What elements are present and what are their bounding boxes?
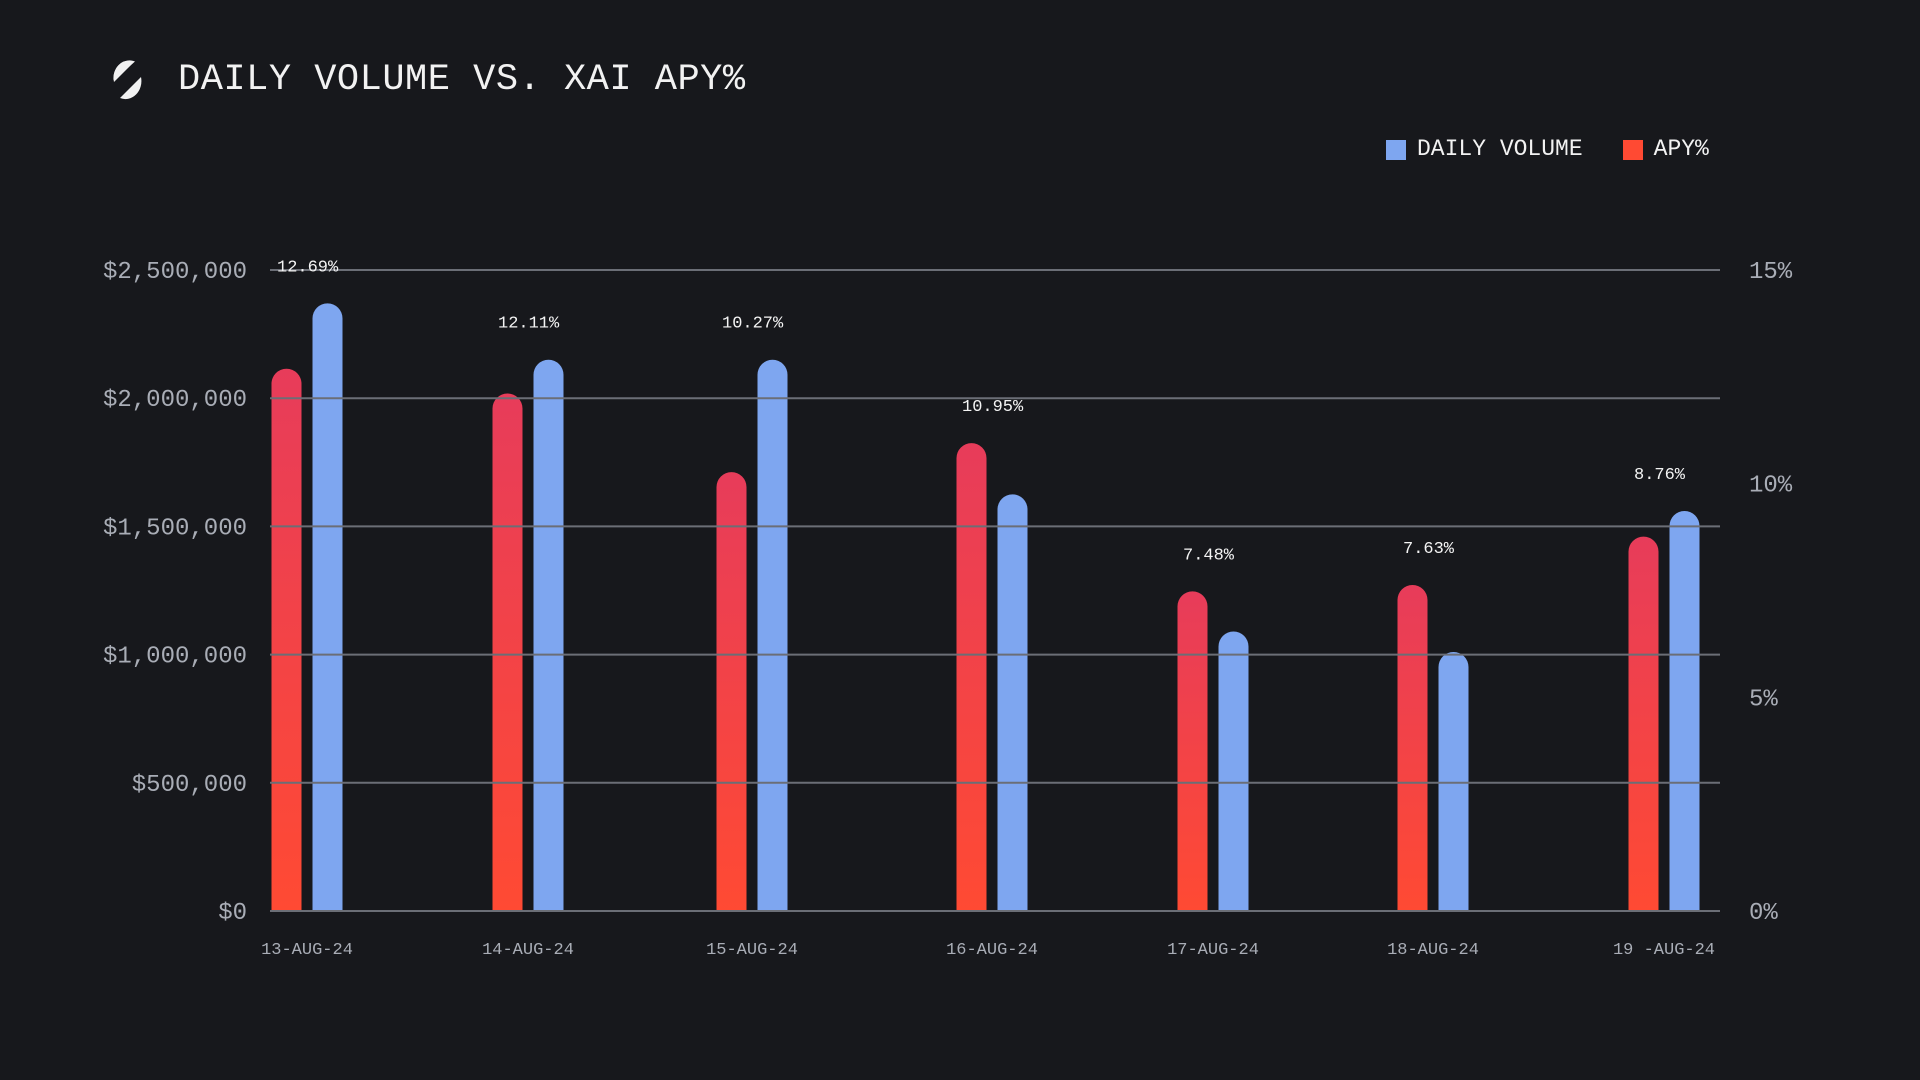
data-labels: 12.69% 12.11% 10.27% 10.95% 7.48% 7.63% 8.76% (277, 258, 1686, 565)
left-axis-tick-label: $1,500,000 (103, 515, 247, 542)
x-axis-tick-label: 18-AUG-24 (1387, 941, 1479, 960)
legend-label-daily-volume: DAILY VOLUME (1417, 136, 1583, 162)
right-axis-tick-label: 0% (1749, 900, 1778, 927)
apy-data-label: 8.76% (1634, 466, 1686, 485)
bars-layer (271, 303, 1700, 912)
right-axis-tick-label: 10% (1749, 473, 1793, 500)
left-axis-tick-label: $500,000 (132, 772, 247, 799)
chart-title: DAILY VOLUME VS. XAI APY% (178, 58, 746, 101)
legend-label-apy: APY% (1653, 136, 1709, 162)
x-axis-tick-label: 19 -AUG-24 (1613, 941, 1715, 960)
volume-bar (997, 494, 1028, 911)
legend-swatch-daily-volume (1386, 139, 1406, 160)
chart-legend: DAILY VOLUME APY% (1386, 138, 1709, 161)
apy-bar (956, 443, 987, 911)
x-axis-tick-label: 15-AUG-24 (706, 941, 798, 960)
x-axis-tick-label: 16-AUG-24 (946, 941, 1038, 960)
apy-data-label: 12.11% (498, 315, 560, 334)
volume-bar (1438, 652, 1469, 911)
right-axis-tick-label: 5% (1749, 686, 1778, 713)
volume-bar (312, 303, 343, 911)
right-axis-tick-label: 15% (1749, 259, 1793, 286)
left-axis: $0 $500,000 $1,000,000 $1,500,000 $2,000,000… (103, 259, 247, 927)
apy-bar (492, 393, 523, 911)
apy-bar (1628, 536, 1659, 911)
apy-bar (1177, 591, 1208, 911)
apy-data-label: 10.95% (962, 398, 1024, 417)
volume-bar (533, 359, 564, 912)
legend-swatch-apy (1622, 139, 1643, 160)
x-axis-tick-label: 17-AUG-24 (1167, 941, 1259, 960)
legend-item-daily-volume[interactable]: DAILY VOLUME (1386, 138, 1583, 161)
apy-data-label: 7.63% (1403, 540, 1455, 559)
apy-data-label: 10.27% (722, 315, 784, 334)
slashed-circle-logo-icon (113, 60, 142, 100)
volume-bar (1218, 631, 1249, 911)
x-axis-tick-label: 14-AUG-24 (482, 941, 574, 960)
x-axis-tick-label: 13-AUG-24 (261, 941, 353, 960)
right-axis: 0% 5% 10% 15% (1749, 259, 1793, 927)
apy-bar (1397, 584, 1428, 911)
volume-bar (1669, 511, 1700, 911)
apy-bar (271, 368, 302, 912)
apy-bar (716, 472, 747, 911)
left-axis-tick-label: $0 (218, 900, 247, 927)
legend-item-apy[interactable]: APY% (1622, 136, 1709, 162)
apy-data-label: 7.48% (1183, 546, 1235, 565)
apy-data-label: 12.69% (277, 258, 339, 277)
volume-bar (757, 359, 788, 912)
x-axis: 13-AUG-24 14-AUG-24 15-AUG-24 16-AUG-24 17-A… (261, 941, 1715, 960)
left-axis-tick-label: $2,500,000 (103, 259, 247, 286)
left-axis-tick-label: $1,000,000 (103, 644, 247, 671)
gridlines (270, 269, 1720, 912)
left-axis-tick-label: $2,000,000 (103, 387, 247, 414)
chart-header: DAILY VOLUME VS. XAI APY% (110, 56, 746, 104)
